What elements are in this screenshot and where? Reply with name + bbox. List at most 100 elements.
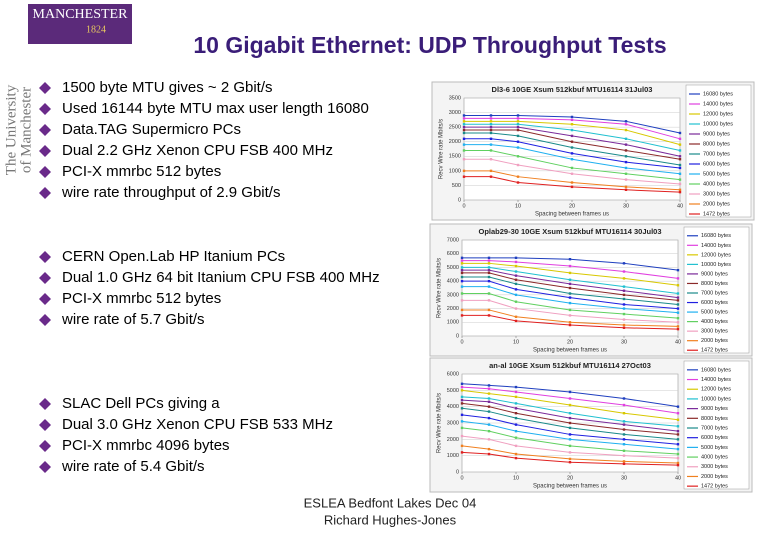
- data-point: [514, 282, 518, 286]
- data-point: [676, 433, 680, 436]
- x-tick-label: 10: [515, 203, 521, 209]
- data-point: [676, 284, 680, 287]
- legend-label: 12000 bytes: [701, 252, 731, 258]
- data-point: [487, 400, 491, 403]
- data-point: [622, 326, 626, 329]
- data-point: [568, 282, 572, 286]
- data-point: [568, 438, 572, 441]
- data-point: [624, 166, 628, 170]
- y-tick-label: 0: [458, 197, 461, 203]
- data-point: [460, 285, 464, 288]
- series-line: [464, 126, 681, 157]
- data-point: [622, 412, 626, 415]
- data-point: [460, 314, 464, 317]
- data-point: [516, 134, 520, 138]
- series-line: [464, 138, 681, 169]
- data-point: [622, 443, 626, 446]
- legend-label: 9000 bytes: [703, 131, 730, 137]
- data-point: [676, 405, 680, 408]
- data-point: [514, 293, 518, 297]
- legend-label: 7000 bytes: [701, 425, 728, 431]
- legend-label: 7000 bytes: [701, 290, 728, 296]
- legend-label: 9000 bytes: [701, 406, 728, 412]
- data-point: [462, 158, 466, 161]
- data-point: [676, 327, 680, 331]
- y-tick-label: 3000: [447, 420, 459, 426]
- bullet-text: Dual 1.0 GHz 64 bit Itanium CPU FSB 400 …: [62, 269, 380, 286]
- data-point: [514, 319, 518, 323]
- data-point: [568, 278, 572, 281]
- data-point: [462, 149, 466, 152]
- data-point: [622, 397, 626, 400]
- x-axis-label: Spacing between frames us: [533, 348, 607, 354]
- data-point: [462, 128, 466, 132]
- x-tick-label: 0: [460, 475, 463, 481]
- x-tick-label: 40: [675, 339, 681, 345]
- legend-box: [683, 360, 750, 490]
- data-point: [489, 125, 493, 129]
- data-point: [622, 297, 626, 301]
- data-point: [676, 447, 680, 451]
- logo-name: MANCHESTER: [33, 7, 129, 22]
- data-point: [570, 166, 574, 170]
- legend-label: 2000 bytes: [701, 474, 728, 480]
- bullet-marker: [39, 251, 51, 263]
- bullet-text: wire rate of 5.4 Gbit/s: [61, 458, 205, 475]
- data-point: [568, 321, 572, 324]
- legend-label: 5000 bytes: [701, 310, 728, 316]
- data-point: [622, 449, 626, 452]
- data-point: [460, 299, 464, 302]
- data-point: [678, 137, 682, 140]
- data-point: [568, 292, 572, 295]
- x-tick-label: 10: [513, 475, 519, 481]
- y-tick-label: 3000: [447, 292, 459, 298]
- data-point: [514, 452, 518, 456]
- data-point: [676, 425, 680, 428]
- series-line: [462, 257, 679, 271]
- data-point: [489, 169, 493, 173]
- data-point: [460, 292, 464, 295]
- bullet-marker: [39, 419, 51, 431]
- series-line: [464, 123, 681, 151]
- chart-title: Dl3-6 10GE Xsum 512kbuf MTU16114 31Jul03: [492, 85, 653, 94]
- data-point: [570, 181, 574, 184]
- y-tick-label: 1000: [447, 453, 459, 459]
- data-point: [624, 143, 628, 146]
- series-line: [462, 260, 679, 279]
- data-point: [622, 433, 626, 436]
- data-point: [622, 454, 626, 457]
- data-point: [487, 405, 491, 408]
- data-point: [624, 188, 628, 191]
- data-point: [516, 175, 520, 178]
- data-point: [622, 318, 626, 321]
- data-point: [462, 114, 466, 117]
- bullet-marker: [39, 461, 51, 473]
- x-tick-label: 40: [677, 203, 683, 209]
- data-point: [460, 407, 464, 410]
- series-line: [462, 276, 679, 305]
- data-point: [678, 166, 682, 170]
- legend-label: 1472 bytes: [701, 348, 728, 354]
- data-point: [487, 452, 491, 456]
- data-point: [514, 412, 518, 415]
- data-point: [624, 123, 628, 126]
- data-point: [514, 436, 518, 439]
- data-point: [514, 300, 518, 303]
- data-point: [622, 460, 626, 463]
- legend-label: 4000 bytes: [701, 319, 728, 325]
- data-point: [622, 438, 626, 441]
- data-point: [489, 158, 493, 161]
- y-tick-label: 2500: [449, 125, 461, 131]
- data-point: [487, 447, 491, 451]
- data-point: [460, 308, 464, 312]
- data-point: [487, 271, 491, 275]
- series-line: [462, 269, 679, 299]
- data-point: [489, 114, 493, 117]
- y-tick-label: 2000: [447, 306, 459, 312]
- data-point: [460, 420, 464, 423]
- data-point: [516, 163, 520, 167]
- series-line: [461, 396, 679, 427]
- series-line: [462, 292, 679, 319]
- data-point: [568, 426, 572, 430]
- data-point: [622, 303, 626, 306]
